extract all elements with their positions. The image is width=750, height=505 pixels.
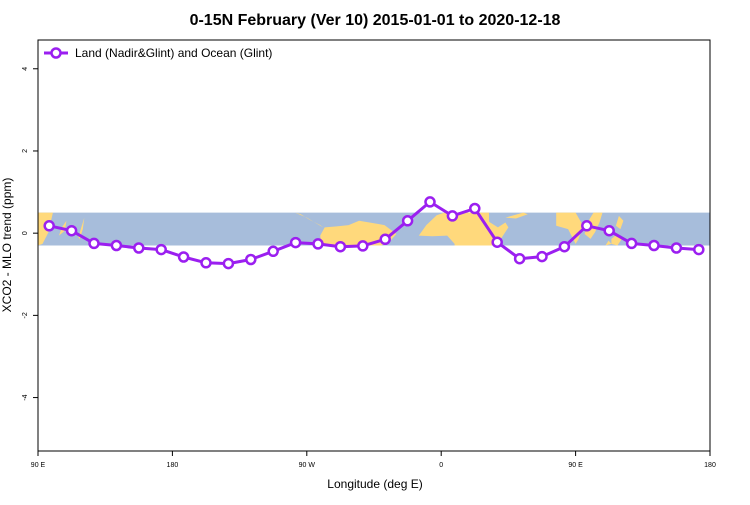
data-point: [469, 202, 481, 215]
data-point: [401, 215, 414, 227]
y-axis-label: XCO2 - MLO trend (ppm): [0, 178, 14, 313]
data-point: [379, 233, 391, 246]
x-tick-label: 90 W: [299, 462, 316, 469]
legend: Land (Nadir&Glint) and Ocean (Glint): [44, 46, 272, 60]
plot-frame: [37, 39, 711, 452]
philippines-shape-right: [615, 215, 624, 230]
data-point: [289, 236, 302, 249]
data-point: [603, 224, 615, 237]
axes: 90 E 180 90 W 0 90 E 180 4 2 0 -2 -4: [22, 67, 716, 469]
y-tick-label: 2: [22, 149, 29, 153]
data-point: [200, 257, 212, 269]
arabia-shape: [505, 212, 528, 219]
philippines-shape-left: [78, 217, 85, 239]
data-point: [446, 210, 459, 222]
data-point: [88, 237, 100, 250]
series-layer: [43, 196, 705, 270]
data-point: [357, 240, 369, 252]
y-tick-label: 4: [22, 67, 29, 71]
data-point: [177, 251, 190, 263]
legend-label: Land (Nadir&Glint) and Ocean (Glint): [75, 46, 272, 60]
data-point: [693, 243, 705, 256]
x-axis-label: Longitude (deg E): [327, 477, 422, 491]
data-point: [581, 220, 593, 232]
data-point: [43, 220, 55, 232]
data-point: [558, 240, 571, 253]
data-point: [424, 196, 436, 208]
y-tick-label: 0: [22, 231, 29, 235]
x-tick-label: 0: [439, 462, 443, 469]
y-tick-label: -4: [22, 394, 29, 400]
data-point: [267, 245, 279, 258]
data-point: [513, 252, 526, 265]
x-tick-label: 180: [704, 462, 716, 469]
y-tick-label: -2: [22, 312, 29, 318]
chart-title: 0-15N February (Ver 10) 2015-01-01 to 20…: [190, 12, 561, 29]
data-point: [155, 243, 167, 256]
data-point: [245, 253, 257, 266]
data-point: [536, 250, 548, 263]
africa-shape: [418, 212, 509, 246]
data-point: [110, 239, 123, 252]
data-point: [648, 239, 660, 252]
data-point: [312, 238, 324, 250]
south-america-shape: [320, 220, 397, 246]
x-tick-label: 90 E: [31, 462, 46, 469]
x-tick-label: 180: [167, 462, 179, 469]
data-point: [133, 242, 145, 254]
data-point: [65, 224, 78, 237]
data-point: [334, 240, 347, 253]
x-tick-label: 90 E: [568, 462, 583, 469]
data-point: [670, 242, 683, 254]
sumatra-tip-shape: [605, 240, 612, 246]
data-point: [625, 237, 638, 250]
data-point: [491, 236, 503, 248]
data-point: [222, 257, 235, 270]
legend-marker-swatch: [50, 47, 62, 59]
